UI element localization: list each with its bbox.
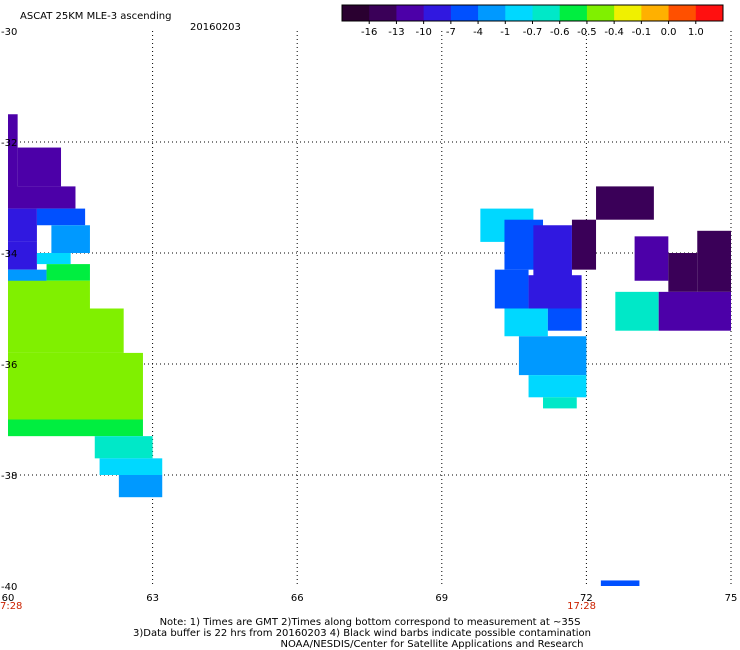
data-cell xyxy=(8,419,143,437)
data-cell xyxy=(547,308,582,331)
data-cell xyxy=(543,397,577,409)
data-cell xyxy=(571,219,597,270)
data-cell xyxy=(118,475,163,498)
colorbar-swatch xyxy=(450,5,479,21)
colorbar-swatch xyxy=(342,5,370,21)
data-cell xyxy=(8,241,37,270)
colorbar-swatch xyxy=(559,5,588,21)
data-cell xyxy=(504,308,548,337)
colorbar: -16 -13 -10 -7 -4 -1 -0.7 -0.6 -0.5 -0.4 -0.1 0.0 1.… xyxy=(341,4,724,38)
x-tick-label: 75 xyxy=(725,593,738,604)
data-cell xyxy=(518,336,587,376)
footer-note-line2: 3)Data buffer is 22 hrs from 20160203 4)… xyxy=(133,628,591,639)
y-tick-label: -38 xyxy=(1,471,17,482)
data-cell xyxy=(528,275,582,309)
data-cell xyxy=(494,269,529,309)
colorbar-swatch xyxy=(396,5,425,21)
footer-credit: NOAA/NESDIS/Center for Satellite Applica… xyxy=(280,639,583,650)
y-tick-label: -32 xyxy=(1,138,17,149)
colorbar-label: -10 xyxy=(415,27,431,38)
y-tick-label: -34 xyxy=(1,249,17,260)
axis-ticks: 60 63 66 69 72 75 -30 -32 -34 -36 -38 -40 17:28 17:28 xyxy=(0,27,737,612)
y-tick-label: -36 xyxy=(1,360,17,371)
data-cell xyxy=(668,253,698,292)
colorbar-swatch xyxy=(641,5,670,21)
x-tick-label: 60 xyxy=(2,593,15,604)
colorbar-swatch xyxy=(668,5,697,21)
data-cell xyxy=(596,186,654,220)
data-cell xyxy=(8,352,143,420)
data-cell xyxy=(8,308,124,353)
colorbar-swatch xyxy=(505,5,533,21)
data-cell xyxy=(17,147,62,187)
colorbar-label: -1 xyxy=(500,27,510,38)
colorbar-swatch xyxy=(586,5,615,21)
x-tick-label: 72 xyxy=(580,593,593,604)
x-tick-label: 63 xyxy=(146,593,159,604)
data-cell xyxy=(8,114,18,198)
colorbar-label: 0.0 xyxy=(661,27,677,38)
colorbar-swatch xyxy=(614,5,642,21)
colorbar-swatch xyxy=(532,5,561,21)
colorbar-label: -7 xyxy=(446,27,456,38)
data-cell xyxy=(658,291,731,331)
y-tick-label: -30 xyxy=(1,27,17,38)
data-cell xyxy=(36,208,86,226)
colorbar-label: -0.5 xyxy=(577,27,597,38)
time-label: 17:28 xyxy=(567,601,596,612)
data-cell xyxy=(8,208,37,242)
colorbar-label: -16 xyxy=(361,27,377,38)
data-cell xyxy=(94,436,153,459)
colorbar-label: -0.4 xyxy=(604,27,624,38)
footer-note-line1: Note: 1) Times are GMT 2)Times along bot… xyxy=(160,617,581,628)
data-cell xyxy=(697,230,731,292)
x-tick-label: 69 xyxy=(435,593,448,604)
data-cell xyxy=(46,264,90,281)
colorbar-swatch xyxy=(369,5,397,21)
chart-title: ASCAT 25KM MLE-3 ascending xyxy=(20,11,171,22)
colorbar-label: -0.1 xyxy=(632,27,652,38)
colorbar-label: -13 xyxy=(388,27,404,38)
data-cell xyxy=(99,458,163,475)
colorbar-swatch xyxy=(478,5,506,21)
data-cell xyxy=(51,225,90,253)
y-tick-label: -40 xyxy=(1,582,17,593)
data-cell xyxy=(600,580,640,586)
colorbar-label: -0.7 xyxy=(523,27,543,38)
time-label: 17:28 xyxy=(0,601,22,612)
data-cells xyxy=(8,114,731,586)
chart-date: 20160203 xyxy=(190,22,241,33)
data-cell xyxy=(528,375,587,398)
data-cell xyxy=(615,291,659,331)
data-cell xyxy=(8,280,90,309)
data-cell xyxy=(36,253,71,265)
colorbar-swatch xyxy=(423,5,452,21)
data-cell xyxy=(8,186,76,209)
data-cell xyxy=(634,236,669,281)
colorbar-label: -4 xyxy=(473,27,483,38)
x-tick-label: 66 xyxy=(291,593,304,604)
colorbar-label: -0.6 xyxy=(550,27,570,38)
colorbar-label: 1.0 xyxy=(688,27,704,38)
colorbar-swatch xyxy=(695,5,724,21)
